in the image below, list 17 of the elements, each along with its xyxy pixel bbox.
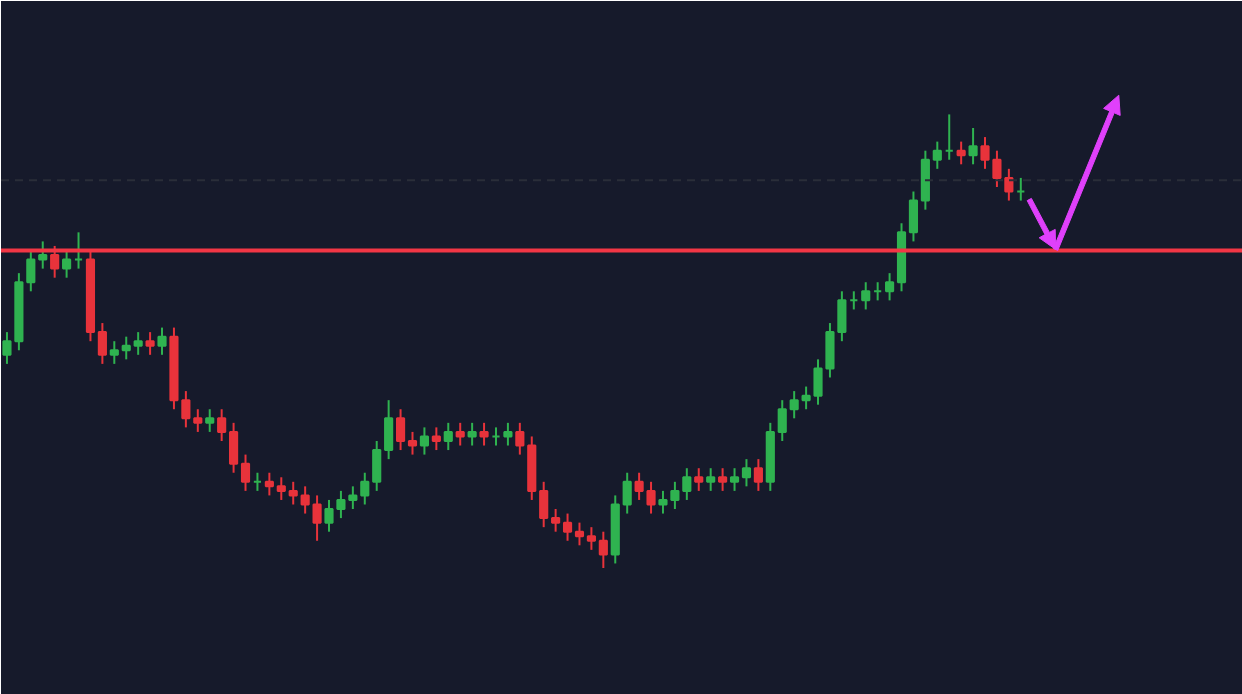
candlestick bbox=[431, 426, 441, 452]
candlestick bbox=[455, 421, 465, 447]
candlestick bbox=[861, 281, 871, 311]
candlestick bbox=[145, 331, 155, 356]
candlestick bbox=[419, 426, 429, 456]
candlestick bbox=[753, 458, 763, 492]
candlestick bbox=[443, 421, 453, 452]
candlestick bbox=[706, 467, 716, 492]
candlestick bbox=[718, 467, 728, 492]
candlestick bbox=[62, 249, 72, 279]
candlestick bbox=[467, 421, 477, 447]
candlestick bbox=[479, 421, 489, 447]
candlestick bbox=[157, 326, 167, 356]
candlestick bbox=[205, 408, 215, 433]
candlestick bbox=[968, 127, 978, 166]
candlestick bbox=[956, 140, 966, 166]
candlestick bbox=[694, 467, 704, 492]
